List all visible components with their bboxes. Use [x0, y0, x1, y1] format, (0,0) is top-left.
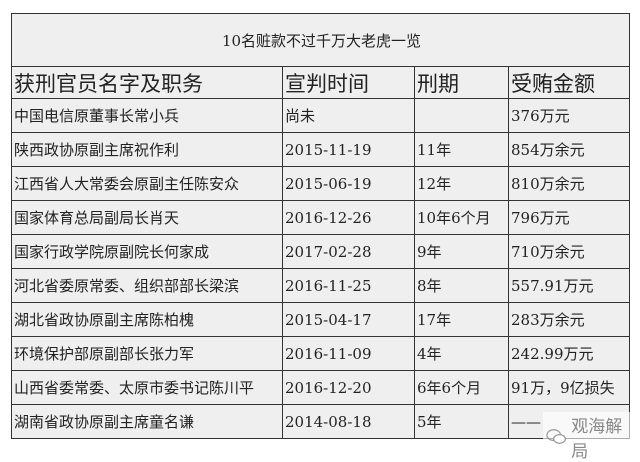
table-row: 河北省委原常委、组织部部长梁滨 2016-11-25 8年 557.91万元	[11, 268, 631, 303]
official-name: 江西省人大常委会原副主任陈安众	[11, 166, 283, 201]
official-name: 山西省委常委、太原市委书记陈川平	[11, 370, 283, 405]
verdict-date: 2016-12-20	[282, 370, 415, 405]
verdict-date: 2016-11-09	[282, 336, 415, 371]
header-term: 刑期	[414, 66, 509, 99]
header-name: 获刑官员名字及职务	[11, 66, 283, 99]
watermark: 观海解局	[543, 412, 640, 462]
wechat-icon	[546, 429, 566, 444]
verdict-date: 2016-12-26	[282, 200, 415, 235]
sentence: 8年	[414, 268, 509, 303]
official-name: 陕西政协原副主席祝作利	[11, 132, 283, 167]
sentence: 9年	[414, 234, 509, 269]
sentence: 6年6个月	[414, 370, 509, 405]
table-title-row: 10名赃款不过千万大老虎一览	[10, 13, 631, 67]
sentence: 5年	[414, 404, 509, 439]
table-title: 10名赃款不过千万大老虎一览	[10, 13, 631, 67]
header-row: 获刑官员名字及职务 宣判时间 刑期 受贿金额	[11, 66, 631, 99]
verdict-date: 2014-08-18	[282, 404, 415, 439]
bribe-amount: 242.99万元	[507, 336, 631, 371]
table-row: 陕西政协原副主席祝作利 2015-11-19 11年 854万余元	[11, 132, 631, 167]
sentence: 12年	[414, 166, 509, 201]
table-row: 环境保护部原副部长张力军 2016-11-09 4年 242.99万元	[11, 336, 631, 371]
verdict-date: 2015-04-17	[282, 302, 415, 337]
bribe-amount: 796万元	[507, 200, 631, 235]
bribe-amount: 810万余元	[507, 166, 631, 201]
bribe-amount: 710万余元	[507, 234, 631, 269]
verdict-date: 2017-02-28	[282, 234, 415, 269]
watermark-text: 观海解局	[571, 417, 623, 462]
official-name: 国家体育总局副局长肖天	[11, 200, 283, 235]
table-row: 江西省人大常委会原副主任陈安众 2015-06-19 12年 810万余元	[11, 166, 631, 201]
verdict-date: 2015-11-19	[282, 132, 415, 167]
bribe-amount: 854万余元	[507, 132, 631, 167]
table-row: 湖北省政协原副主席陈柏槐 2015-04-17 17年 283万余元	[11, 302, 631, 337]
table-row: 中国电信原董事长常小兵 尚未 376万元	[11, 98, 631, 133]
table-row: 湖南省政协原副主席童名谦 2014-08-18 5年 ——	[11, 404, 631, 439]
officials-table: 10名赃款不过千万大老虎一览 获刑官员名字及职务 宣判时间 刑期 受贿金额 中国…	[10, 13, 631, 439]
table-row: 国家行政学院原副院长何家成 2017-02-28 9年 710万余元	[11, 234, 631, 269]
official-name: 河北省委原常委、组织部部长梁滨	[11, 268, 283, 303]
verdict-date: 2016-11-25	[282, 268, 415, 303]
header-amount: 受贿金额	[507, 66, 631, 99]
verdict-date: 尚未	[282, 98, 415, 133]
table-row: 国家体育总局副局长肖天 2016-12-26 10年6个月 796万元	[11, 200, 631, 235]
official-name: 中国电信原董事长常小兵	[11, 98, 283, 133]
verdict-date: 2015-06-19	[282, 166, 415, 201]
bribe-amount: 557.91万元	[507, 268, 631, 303]
table-row: 山西省委常委、太原市委书记陈川平 2016-12-20 6年6个月 91万，9亿损失	[11, 370, 631, 405]
official-name: 环境保护部原副部长张力军	[11, 336, 283, 371]
bribe-amount: 283万余元	[507, 302, 631, 337]
official-name: 湖南省政协原副主席童名谦	[11, 404, 283, 439]
bribe-amount: 91万，9亿损失	[507, 370, 631, 405]
sentence	[414, 98, 509, 133]
sentence: 4年	[414, 336, 509, 371]
header-date: 宣判时间	[282, 66, 415, 99]
sentence: 10年6个月	[414, 200, 509, 235]
sentence: 11年	[414, 132, 509, 167]
sentence: 17年	[414, 302, 509, 337]
official-name: 湖北省政协原副主席陈柏槐	[11, 302, 283, 337]
bribe-amount: 376万元	[507, 98, 631, 133]
official-name: 国家行政学院原副院长何家成	[11, 234, 283, 269]
